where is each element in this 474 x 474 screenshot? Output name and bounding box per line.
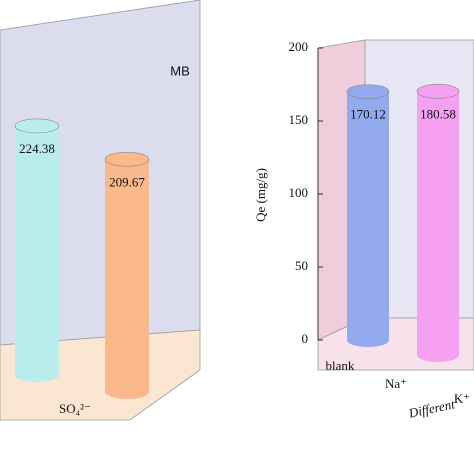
cylinder-bottom bbox=[347, 333, 389, 347]
cylinder-bottom bbox=[15, 368, 59, 382]
y-tick-label: 0 bbox=[302, 331, 309, 346]
x-tick-label: Na⁺ bbox=[385, 376, 407, 391]
y-tick-label: 150 bbox=[289, 112, 309, 127]
cylinder-top bbox=[104, 151, 150, 167]
cylinder-top bbox=[14, 118, 60, 134]
value-label: 209.67 bbox=[109, 174, 145, 189]
x-tick-label: K⁺ bbox=[454, 391, 470, 406]
cylinder-body bbox=[15, 125, 59, 375]
cylinder bbox=[14, 118, 60, 382]
cylinder-bottom bbox=[105, 385, 149, 399]
y-tick-label: 50 bbox=[295, 258, 308, 273]
x-axis-title: Different bbox=[406, 396, 456, 421]
cylinder bbox=[416, 84, 460, 362]
x-tick-label: blank bbox=[326, 358, 355, 373]
cylinder-body bbox=[417, 91, 459, 355]
cylinder-bottom bbox=[417, 348, 459, 362]
cylinder-top bbox=[346, 84, 390, 99]
cylinder-top bbox=[416, 84, 460, 99]
value-label: 224.38 bbox=[19, 141, 55, 156]
cylinder-body bbox=[347, 91, 389, 340]
value-label: 170.12 bbox=[350, 107, 386, 122]
x-tick-label: SO₄²⁻ bbox=[59, 401, 91, 416]
cylinder-body bbox=[105, 159, 149, 392]
y-tick-label: 200 bbox=[289, 39, 309, 54]
y-tick-label: 100 bbox=[289, 185, 309, 200]
cylinder bbox=[104, 151, 150, 399]
y-axis-title: Qe (mg/g) bbox=[253, 168, 268, 222]
cylinder bbox=[346, 84, 390, 347]
annotation: MB bbox=[170, 63, 190, 78]
value-label: 180.58 bbox=[420, 106, 456, 121]
